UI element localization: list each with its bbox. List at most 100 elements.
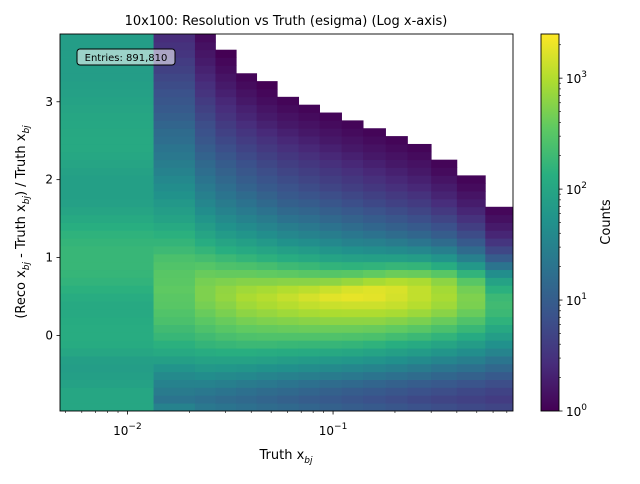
heatmap-cell xyxy=(236,206,258,216)
heatmap-cell xyxy=(194,222,216,231)
heatmap-cell xyxy=(215,49,237,58)
heatmap-cell xyxy=(60,253,154,263)
heatmap-cell xyxy=(385,253,408,263)
heatmap-cell xyxy=(363,363,386,373)
heatmap-cell xyxy=(256,191,278,200)
heatmap-cell xyxy=(485,214,513,223)
heatmap-cell xyxy=(407,363,432,373)
heatmap-cell xyxy=(215,324,237,333)
heatmap-cell xyxy=(277,324,300,333)
heatmap-cell xyxy=(60,198,154,208)
heatmap-cell xyxy=(256,293,278,302)
heatmap-cell xyxy=(407,167,432,176)
heatmap-cell xyxy=(60,65,154,74)
heatmap-cell xyxy=(153,183,196,192)
heatmap-cell xyxy=(319,143,342,153)
heatmap-cell xyxy=(456,379,486,388)
heatmap-cell xyxy=(215,395,237,404)
heatmap-cell xyxy=(194,104,216,113)
heatmap-cell xyxy=(385,356,408,365)
heatmap-cell xyxy=(431,395,458,404)
heatmap-cell xyxy=(60,246,154,255)
heatmap-cell xyxy=(194,356,216,365)
heatmap-cell xyxy=(277,371,300,380)
heatmap-cell xyxy=(60,379,154,388)
heatmap-cell xyxy=(431,253,458,263)
heatmap-cell xyxy=(277,206,300,216)
heatmap-cell xyxy=(341,316,364,325)
heatmap-cell xyxy=(407,316,432,325)
heatmap-cell xyxy=(215,191,237,200)
heatmap-cell xyxy=(385,277,408,286)
heatmap-cell xyxy=(407,159,432,168)
heatmap-cell xyxy=(194,348,216,357)
heatmap-cell xyxy=(215,183,237,192)
heatmap-cell xyxy=(319,261,342,271)
heatmap-cell xyxy=(341,293,364,302)
heatmap-cell xyxy=(456,183,486,192)
heatmap-cell xyxy=(236,73,258,82)
entries-text: Entries: 891,810 xyxy=(85,53,168,64)
heatmap-cell xyxy=(431,308,458,318)
heatmap-cell xyxy=(277,136,300,145)
heatmap-cell xyxy=(431,246,458,255)
heatmap-cell xyxy=(60,285,154,294)
heatmap-cell xyxy=(153,253,196,263)
heatmap-cell xyxy=(194,293,216,302)
heatmap-cell xyxy=(256,246,278,255)
heatmap-cell xyxy=(60,120,154,129)
heatmap-cell xyxy=(407,301,432,310)
heatmap-cell xyxy=(298,167,320,176)
heatmap-cell xyxy=(363,230,386,239)
heatmap-cell xyxy=(256,112,278,121)
heatmap-cell xyxy=(215,96,237,106)
heatmap-cell xyxy=(215,128,237,137)
heatmap-cell xyxy=(431,316,458,325)
heatmap-cell xyxy=(215,175,237,184)
colorbar-tick-label: 102 xyxy=(566,181,587,197)
heatmap-cell xyxy=(341,167,364,176)
heatmap-cell xyxy=(277,261,300,271)
heatmap-cell xyxy=(277,246,300,255)
heatmap-cell xyxy=(194,143,216,153)
heatmap-cell xyxy=(277,104,300,113)
heatmap-cell xyxy=(341,403,364,411)
heatmap-cell xyxy=(194,41,216,51)
heatmap-cell xyxy=(153,151,196,161)
heatmap-cell xyxy=(153,88,196,98)
heatmap-cell xyxy=(363,238,386,247)
heatmap-cell xyxy=(319,222,342,231)
heatmap-cell xyxy=(60,395,154,404)
entries-box xyxy=(76,48,176,66)
heatmap-cell xyxy=(215,348,237,357)
heatmap-cell xyxy=(153,128,196,137)
heatmap-cell xyxy=(385,175,408,184)
heatmap-cell xyxy=(363,136,386,145)
heatmap-cell xyxy=(341,269,364,278)
heatmap-cell xyxy=(215,238,237,247)
heatmap-cell xyxy=(298,120,320,129)
heatmap-cell xyxy=(277,120,300,129)
heatmap-cell xyxy=(363,143,386,153)
heatmap-cell xyxy=(456,253,486,263)
heatmap-cell xyxy=(385,261,408,271)
heatmap-cell xyxy=(456,175,486,184)
heatmap-cell xyxy=(431,285,458,294)
heatmap-cell xyxy=(153,332,196,341)
heatmap-cell xyxy=(298,371,320,380)
heatmap-cell xyxy=(341,371,364,380)
heatmap-cell xyxy=(215,293,237,302)
heatmap-cell xyxy=(456,356,486,365)
heatmap-cell xyxy=(298,403,320,411)
heatmap-cell xyxy=(319,308,342,318)
heatmap-cell xyxy=(236,301,258,310)
heatmap-cell xyxy=(363,198,386,208)
heatmap-cell xyxy=(215,379,237,388)
heatmap-cell xyxy=(153,293,196,302)
heatmap-cell xyxy=(431,261,458,271)
heatmap-cell xyxy=(456,246,486,255)
heatmap-cell xyxy=(60,371,154,380)
heatmap-cell xyxy=(215,285,237,294)
heatmap-cell xyxy=(277,348,300,357)
heatmap-cell xyxy=(319,340,342,349)
